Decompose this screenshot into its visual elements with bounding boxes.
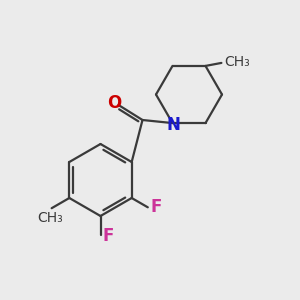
Text: CH₃: CH₃ <box>224 55 250 69</box>
Text: F: F <box>150 198 162 216</box>
Text: CH₃: CH₃ <box>37 211 63 225</box>
Text: N: N <box>167 116 180 134</box>
Text: O: O <box>107 94 121 112</box>
Text: F: F <box>102 227 113 245</box>
